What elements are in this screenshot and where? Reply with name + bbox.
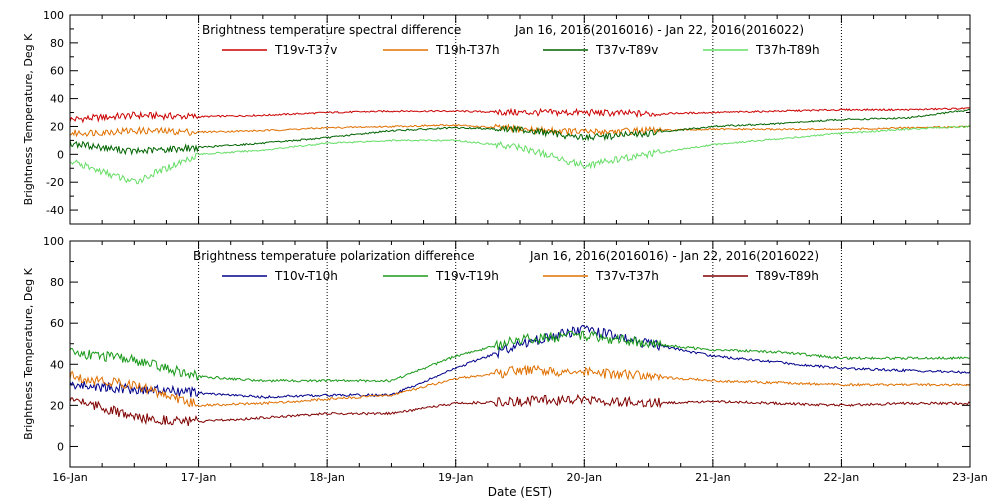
series-line-T19h-T37h: [69, 123, 971, 138]
y-tick-label: 80: [50, 37, 64, 50]
legend-label: T19v-T19h: [435, 269, 499, 283]
series-line-T37v-T89v: [69, 108, 971, 156]
chart-title: Brightness temperature spectral differen…: [202, 23, 461, 37]
legend-label: T37h-T89h: [755, 43, 820, 57]
x-tick-label: 19-Jan: [438, 471, 474, 484]
x-tick-label: 18-Jan: [309, 471, 345, 484]
x-tick-label: 23-Jan: [952, 471, 988, 484]
panel-1: [69, 14, 971, 225]
series-line-T19v-T37v: [69, 107, 971, 124]
series-line-T37h-T89h: [69, 125, 971, 185]
plot-frame: [69, 240, 971, 468]
x-tick-label: 20-Jan: [567, 471, 603, 484]
x-tick-label: 22-Jan: [824, 471, 860, 484]
y-tick-label: -20: [46, 176, 64, 189]
x-tick-label: 16-Jan: [52, 471, 88, 484]
series-line-T10v-T10h: [69, 324, 971, 399]
y-tick-label: 20: [50, 120, 64, 133]
series-line-T89v-T89h: [69, 393, 971, 427]
y-tick-label: 80: [50, 276, 64, 289]
legend-label: T10v-T10h: [274, 269, 338, 283]
plot-frame: [69, 14, 971, 225]
y-tick-label: 0: [57, 148, 64, 161]
series-line-T37v-T37h: [69, 364, 971, 408]
y-tick-label: 100: [43, 235, 64, 248]
y-tick-label: 40: [50, 358, 64, 371]
x-tick-label: 21-Jan: [695, 471, 731, 484]
chart-title: Brightness temperature polarization diff…: [193, 249, 475, 263]
y-tick-label: 100: [43, 9, 64, 22]
legend-label: T37v-T37h: [595, 269, 659, 283]
y-tick-label: 0: [57, 440, 64, 453]
series-line-T19v-T19h: [69, 330, 971, 383]
chart-subtitle: Jan 16, 2016(2016016) - Jan 22, 2016(201…: [529, 249, 819, 263]
legend-label: T89v-T89h: [755, 269, 819, 283]
legend-label: T19v-T37v: [274, 43, 337, 57]
x-axis-label: Date (EST): [488, 485, 552, 499]
y-tick-label: 40: [50, 93, 64, 106]
panel-2: [69, 240, 971, 468]
legend-label: T37v-T89v: [595, 43, 658, 57]
y-tick-label: -40: [46, 204, 64, 217]
y-tick-label: 20: [50, 399, 64, 412]
y-tick-label: 60: [50, 317, 64, 330]
x-tick-label: 17-Jan: [181, 471, 217, 484]
chart-subtitle: Jan 16, 2016(2016016) - Jan 22, 2016(201…: [514, 23, 804, 37]
legend-label: T19h-T37h: [435, 43, 500, 57]
y-axis-label: Brightness Temperature, Deg K: [22, 33, 35, 205]
y-tick-label: 60: [50, 65, 64, 78]
y-axis-label: Brightness Temperature, Deg K: [22, 267, 35, 439]
